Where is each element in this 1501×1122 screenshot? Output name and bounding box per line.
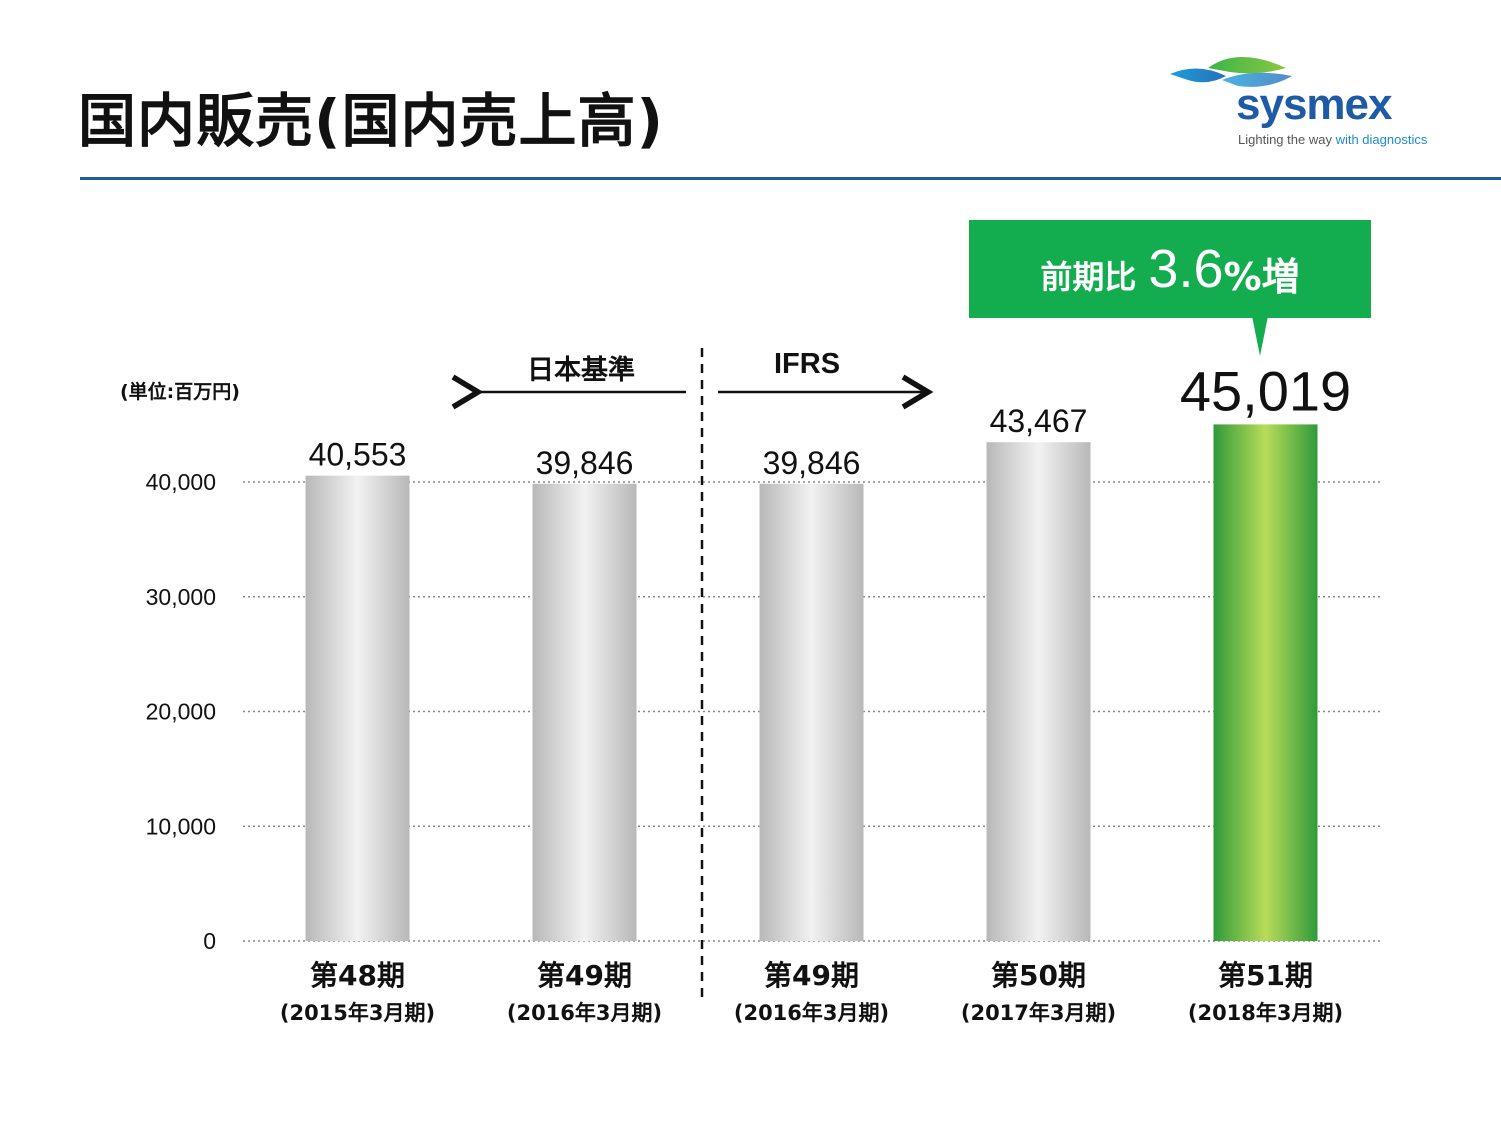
y-tick-label: 0 [203, 928, 216, 954]
bar [305, 475, 410, 941]
value-label: 39,846 [763, 445, 861, 481]
callout-suffix: %増 [1223, 254, 1300, 299]
value-label: 40,553 [309, 437, 407, 473]
bar [532, 483, 637, 941]
x-category-label: 第49期 [537, 959, 632, 992]
x-period-label: (2016年3月期) [507, 1001, 662, 1025]
y-tick-label: 40,000 [146, 469, 216, 495]
sysmex-logo: sysmex Lighting the way with diagnostics [1168, 46, 1458, 156]
x-period-label: (2017年3月期) [961, 1001, 1116, 1025]
x-category-label: 第51期 [1218, 959, 1313, 992]
unit-label: (単位:百万円) [120, 381, 240, 403]
logo-tagline: Lighting the way with diagnostics [1238, 132, 1427, 147]
growth-callout: 前期比 3.6 %増 [969, 220, 1371, 318]
logo-tagline-highlight: with diagnostics [1335, 132, 1428, 147]
callout-value: 3.6 [1148, 239, 1224, 299]
bar [986, 442, 1091, 941]
logo-tagline-main: Lighting the way [1238, 132, 1332, 147]
x-period-label: (2018年3月期) [1188, 1001, 1343, 1025]
x-category-label: 第48期 [310, 959, 405, 992]
bar [759, 483, 864, 941]
bar-highlight [1213, 424, 1318, 941]
logo-wave-icon [1170, 57, 1292, 87]
y-tick-label: 10,000 [146, 813, 216, 839]
title-divider [80, 177, 1501, 180]
standard-ifrs-label: IFRS [774, 348, 841, 380]
y-tick-label: 30,000 [146, 584, 216, 610]
y-tick-label: 20,000 [146, 699, 216, 725]
value-label: 45,019 [1180, 359, 1351, 422]
x-category-label: 第49期 [764, 959, 859, 992]
logo-wordmark: sysmex [1236, 80, 1392, 129]
value-label: 43,467 [990, 403, 1088, 439]
x-category-label: 第50期 [991, 959, 1086, 992]
value-label: 39,846 [536, 445, 634, 481]
standard-jgaap-label: 日本基準 [527, 355, 635, 386]
callout-pointer [1252, 316, 1268, 356]
callout-label: 前期比 [1040, 258, 1137, 296]
x-period-label: (2016年3月期) [734, 1001, 889, 1025]
x-period-label: (2015年3月期) [280, 1001, 435, 1025]
page-title: 国内販売(国内売上高) [78, 87, 665, 155]
